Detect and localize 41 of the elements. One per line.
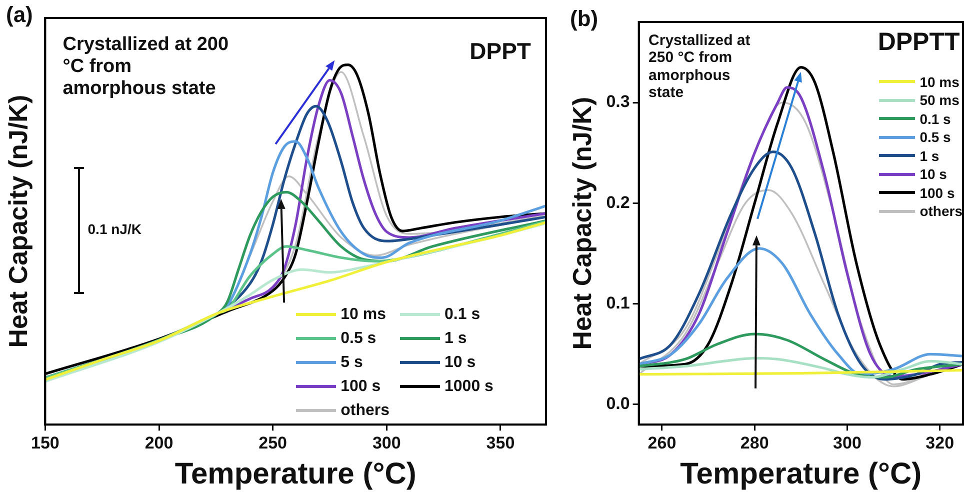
- y-axis-title: Heat Capacity (nJ/K): [2, 94, 33, 348]
- annotation: DPPTT: [878, 28, 960, 57]
- chart-title: (a): [6, 2, 33, 28]
- annotation: Crystallized at 250 °C from amorphous state: [648, 32, 752, 102]
- legend-label: 10 ms: [340, 306, 386, 324]
- legend-label: 0.5 s: [920, 129, 951, 146]
- x-axis-title: Temperature (°C): [174, 457, 416, 490]
- legend-label: others: [920, 203, 962, 220]
- legend-label: 5 s: [340, 354, 363, 372]
- legend-label: 0.1 s: [920, 110, 951, 127]
- legend-label: 0.1 s: [444, 306, 480, 324]
- x-tick-label: 320: [926, 433, 954, 452]
- x-tick-label: 200: [144, 433, 174, 452]
- legend-label: 10 s: [920, 166, 947, 182]
- annotation: 0.1 nJ/K: [88, 221, 142, 238]
- legend-label: 100 s: [920, 184, 955, 201]
- x-tick-label: 250: [258, 433, 288, 452]
- legend-label: 10 s: [444, 354, 476, 372]
- legend-label: 10 ms: [920, 74, 960, 90]
- y-tick-label: 0.2: [606, 192, 630, 212]
- y-tick-label: 0.0: [606, 394, 630, 414]
- x-tick-label: 280: [740, 433, 769, 452]
- text: DPPT: [470, 38, 531, 65]
- x-tick-label: 150: [31, 433, 60, 452]
- y-tick-label: 0.1: [606, 294, 630, 313]
- legend-label: 100 s: [340, 378, 381, 396]
- y-axis-title: Heat Capacity (nJ/K): [566, 96, 597, 350]
- annotation: Crystallized at 200 °C from amorphous state: [62, 34, 230, 100]
- legend-label: 50 ms: [920, 92, 960, 108]
- legend-label: 1 s: [920, 148, 940, 164]
- x-axis-title: Temperature (°C): [680, 457, 922, 490]
- x-tick-label: 350: [486, 433, 515, 452]
- x-tick-label: 260: [648, 433, 676, 452]
- y-tick-label: 0.3: [606, 92, 630, 112]
- x-tick-label: 300: [372, 433, 401, 452]
- legend-label: others: [340, 402, 390, 420]
- x-tick-label: 300: [833, 433, 862, 452]
- chart-title: (b): [570, 6, 598, 32]
- legend-label: 1 s: [444, 330, 467, 348]
- legend-label: 0.5 s: [340, 330, 376, 348]
- legend-label: 1000 s: [444, 378, 494, 396]
